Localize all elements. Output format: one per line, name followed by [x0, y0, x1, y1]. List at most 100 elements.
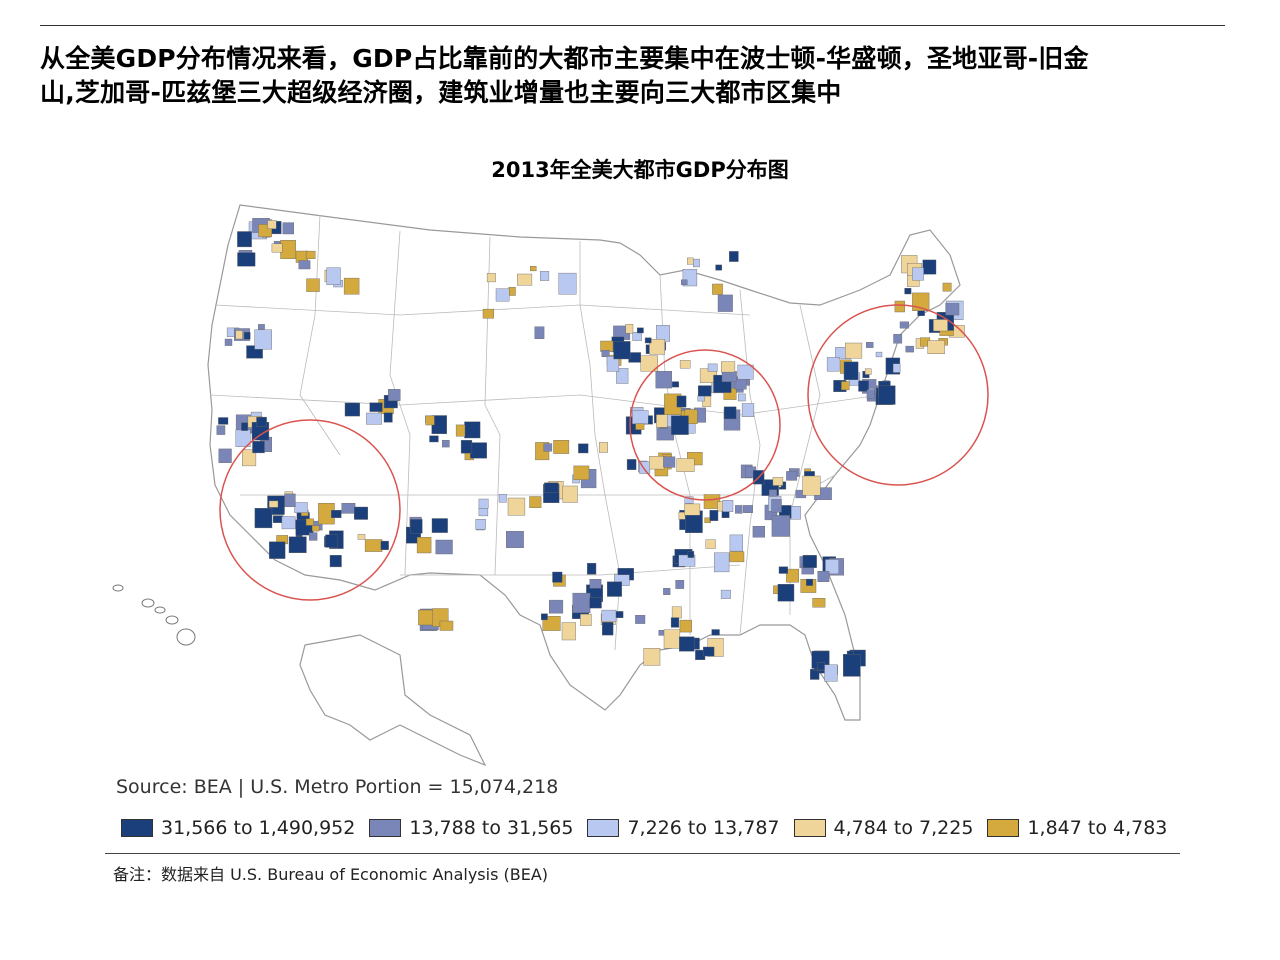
metro-area	[632, 332, 642, 341]
legend-label: 7,226 to 13,787	[627, 817, 780, 839]
metro-area	[562, 485, 578, 503]
metro-area	[671, 415, 689, 435]
metro-area	[308, 532, 318, 541]
metro-area	[817, 662, 825, 671]
metro-area	[875, 351, 883, 358]
metro-area	[670, 617, 680, 628]
metro-area	[927, 340, 945, 355]
metro-area	[679, 360, 691, 369]
metro-area	[945, 303, 960, 316]
metro-area	[705, 539, 716, 549]
source-note: 备注：数据来自 U.S. Bureau of Economic Analysis…	[113, 865, 549, 884]
metro-area	[357, 534, 366, 540]
metro-area	[806, 578, 813, 586]
legend-swatch	[369, 819, 402, 837]
metro-area	[341, 503, 356, 514]
metro-area	[606, 356, 620, 372]
metro-area	[703, 646, 715, 657]
metro-area	[687, 551, 695, 558]
metro-area	[311, 525, 320, 532]
metro-area	[534, 326, 545, 339]
metro-area	[735, 505, 743, 514]
metro-area	[544, 482, 559, 493]
metro-area	[267, 220, 277, 229]
metro-area	[676, 458, 695, 472]
top-rule	[40, 25, 1225, 26]
metro-area	[655, 370, 672, 389]
metro-area	[693, 258, 700, 268]
metro-area	[675, 580, 685, 589]
metro-area	[905, 345, 914, 353]
metro-area	[752, 526, 766, 538]
source-text: Source: BEA | U.S. Metro Portion = 15,07…	[116, 776, 559, 798]
metro-area	[589, 579, 602, 589]
map-title: 2013年全美大都市GDP分布图	[491, 158, 789, 182]
metro-area	[331, 510, 342, 519]
metro-area	[599, 442, 608, 453]
metro-area	[224, 338, 233, 346]
metro-area	[495, 288, 510, 302]
metro-area	[616, 368, 629, 384]
metro-area	[552, 571, 563, 583]
metro-area	[380, 540, 389, 550]
metro-area	[777, 584, 795, 602]
metro-area	[475, 519, 486, 530]
metro-area	[790, 506, 801, 520]
metro-area	[729, 551, 745, 563]
metro-area	[687, 257, 694, 265]
metro-area	[899, 321, 909, 329]
legend-label: 31,566 to 1,490,952	[161, 817, 356, 839]
metro-area	[561, 622, 576, 641]
metro-area	[294, 502, 308, 513]
alaska-outline	[299, 634, 487, 767]
metro-area	[778, 566, 788, 574]
metro-area	[455, 424, 466, 437]
metro-area	[712, 283, 723, 295]
metro-area	[252, 441, 265, 454]
metro-area	[529, 496, 542, 508]
metro-area	[498, 494, 507, 503]
metro-area	[812, 598, 826, 608]
metro-area	[288, 536, 307, 554]
metro-area	[644, 337, 652, 344]
metro-area	[717, 294, 733, 312]
metro-area	[607, 581, 622, 597]
metro-area	[721, 361, 736, 373]
metro-area	[892, 363, 901, 373]
metro-area	[825, 559, 839, 575]
metro-area	[678, 554, 696, 567]
metro-area	[738, 393, 746, 402]
metro-area	[243, 332, 251, 340]
metro-area	[478, 508, 489, 517]
metro-area	[218, 448, 232, 463]
metro-area	[216, 425, 226, 435]
legend-swatch	[587, 819, 620, 837]
metro-areas-layer	[216, 218, 965, 682]
metro-area	[601, 349, 610, 357]
legend-item: 4,784 to 7,225	[793, 817, 974, 839]
metro-area	[866, 389, 875, 399]
metro-area	[431, 518, 448, 533]
metro-area	[425, 415, 435, 426]
metro-area	[507, 497, 526, 516]
metro-area	[435, 539, 453, 555]
metro-area	[942, 282, 952, 292]
highlight-circles-layer	[219, 304, 989, 601]
metro-area	[864, 368, 872, 375]
metro-area	[353, 506, 368, 520]
metro-area	[272, 515, 284, 523]
metro-area	[786, 568, 800, 583]
metro-area	[663, 629, 681, 649]
metro-area	[635, 423, 645, 430]
metro-area	[843, 654, 861, 677]
headline-line-2: 山,芝加哥-匹兹堡三大超级经济圈，建筑业增量也主要向三大都市区集中	[40, 78, 842, 107]
us-land	[112, 204, 961, 767]
metro-area	[470, 442, 487, 459]
metro-area	[573, 465, 590, 480]
metro-area	[508, 287, 516, 296]
metro-area	[826, 357, 840, 372]
legend-label: 4,784 to 7,225	[833, 817, 974, 839]
metro-area	[711, 629, 720, 636]
metro-area	[442, 439, 450, 448]
metro-area	[697, 395, 705, 402]
